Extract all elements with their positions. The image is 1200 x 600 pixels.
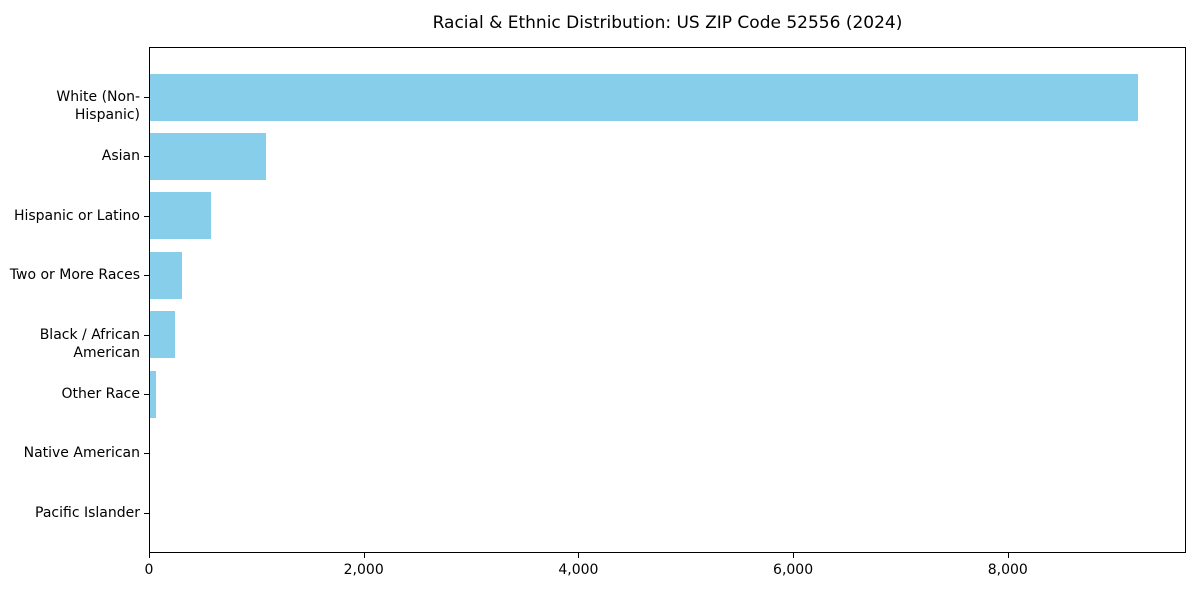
y-tick-mark bbox=[144, 334, 149, 336]
y-tick-label: Hispanic or Latino bbox=[13, 207, 140, 224]
bar-asian bbox=[150, 132, 266, 180]
bar-white-non-hispanic bbox=[150, 73, 1138, 121]
x-tick-mark bbox=[793, 553, 795, 558]
y-tick-label: Asian bbox=[101, 148, 140, 165]
y-tick-mark bbox=[144, 156, 149, 158]
x-tick-label: 8,000 bbox=[987, 562, 1028, 578]
y-tick-label: Pacific Islander bbox=[35, 504, 140, 521]
y-tick-mark bbox=[144, 394, 149, 395]
bar-other-race bbox=[150, 370, 156, 418]
y-tick-label: Two or More Races bbox=[9, 267, 140, 284]
x-tick-mark bbox=[363, 553, 365, 558]
x-tick-label: 6,000 bbox=[773, 562, 814, 578]
x-tick-label: 4,000 bbox=[558, 562, 599, 578]
bar-black-african-american bbox=[150, 311, 175, 359]
x-tick-label: 2,000 bbox=[343, 562, 384, 578]
plot-area bbox=[149, 47, 1186, 553]
y-tick-label: White (Non-Hispanic) bbox=[56, 89, 140, 123]
x-tick-label: 0 bbox=[144, 562, 154, 578]
x-tick-mark bbox=[149, 553, 150, 558]
y-tick-label: Other Race bbox=[61, 386, 140, 402]
y-tick-label: Black / African American bbox=[39, 326, 140, 361]
x-tick-mark bbox=[1007, 553, 1009, 558]
y-tick-mark bbox=[144, 453, 149, 455]
x-tick-mark bbox=[578, 553, 580, 558]
y-tick-mark bbox=[144, 275, 149, 277]
y-tick-label: Native American bbox=[23, 445, 140, 462]
chart-title: Racial & Ethnic Distribution: US ZIP Cod… bbox=[432, 13, 903, 33]
y-tick-mark bbox=[144, 97, 149, 98]
bar-two-or-more-races bbox=[150, 251, 183, 299]
y-tick-mark bbox=[144, 512, 149, 514]
y-tick-mark bbox=[144, 215, 149, 217]
bar-hispanic-or-latino bbox=[150, 192, 212, 240]
